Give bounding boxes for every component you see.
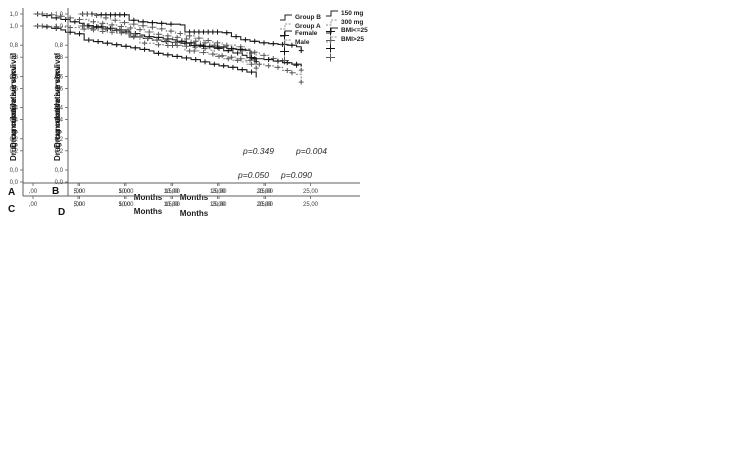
svg-text:25,00: 25,00 xyxy=(303,189,319,195)
x-axis-label: Months xyxy=(179,209,209,218)
svg-text:,00: ,00 xyxy=(74,189,83,195)
p-value-annotation: p=0.050 xyxy=(238,170,269,180)
svg-text:0,6: 0,6 xyxy=(55,86,64,92)
dashed-step-line-icon xyxy=(326,36,338,43)
svg-text:1,0: 1,0 xyxy=(55,12,64,18)
legend-label: Group A xyxy=(295,23,321,30)
x-axis-label: Months xyxy=(133,193,163,202)
svg-text:15,00: 15,00 xyxy=(210,202,226,208)
svg-text:,00: ,00 xyxy=(74,202,83,208)
svg-text:15,00: 15,00 xyxy=(165,189,181,195)
panel-letter: B xyxy=(52,186,60,197)
panel-a: ,00 5,00 10,00 15,00 20,00 25,00 0,0 0,2 0,4 0,6 0… xyxy=(0,0,368,226)
svg-text:0,0: 0,0 xyxy=(55,168,64,174)
legend-censor-entry xyxy=(326,44,368,53)
svg-text:0,6: 0,6 xyxy=(10,86,19,92)
p-value-annotation: p=0.004 xyxy=(296,146,327,156)
dashed-step-line-icon xyxy=(280,23,292,30)
solid-step-line-icon xyxy=(326,27,338,34)
svg-text:20,00: 20,00 xyxy=(256,202,272,208)
panel-d: ,00 5,00 10,00 15,00 20,00 25,00 0,0 0,2 0,4 0,6 0… xyxy=(0,0,368,226)
svg-text:20,00: 20,00 xyxy=(211,189,227,195)
svg-text:0,2: 0,2 xyxy=(10,137,19,143)
svg-text:25,00: 25,00 xyxy=(258,202,274,208)
svg-text:20,00: 20,00 xyxy=(256,189,272,195)
p-value-annotation: p=0.349 xyxy=(243,146,274,156)
svg-text:25,00: 25,00 xyxy=(303,202,319,208)
panel-letter: A xyxy=(8,187,16,198)
svg-text:0,6: 0,6 xyxy=(10,74,19,80)
solid-step-line-icon xyxy=(326,10,338,17)
legend-entry: BMI>25 xyxy=(326,35,368,44)
svg-text:0,4: 0,4 xyxy=(55,106,64,112)
panel-letter: C xyxy=(8,204,16,215)
svg-text:10,00: 10,00 xyxy=(118,202,134,208)
legend-censor-entry xyxy=(326,53,368,62)
y-axis-label: Drug cumulative survival xyxy=(53,65,62,161)
legend-label: 150 mg xyxy=(341,10,364,17)
svg-text:0,0: 0,0 xyxy=(10,168,19,174)
svg-text:0,0: 0,0 xyxy=(55,180,64,186)
legend-censor-entry xyxy=(280,47,317,56)
legend-entry: 150 mg xyxy=(326,9,363,18)
svg-text:10,00: 10,00 xyxy=(118,189,134,195)
svg-text:1,0: 1,0 xyxy=(10,12,19,18)
svg-text:0,8: 0,8 xyxy=(10,43,19,49)
svg-text:20,00: 20,00 xyxy=(211,202,227,208)
svg-text:0,4: 0,4 xyxy=(10,118,19,124)
svg-text:0,4: 0,4 xyxy=(10,106,19,112)
svg-text:5,00: 5,00 xyxy=(119,189,131,195)
legend-entry: Female xyxy=(280,29,317,38)
legend: BMI<=25 BMI>25 xyxy=(326,26,368,62)
survival-plot-d: ,00 5,00 10,00 15,00 20,00 25,000,00,20,40,60… xyxy=(55,20,360,208)
legend-label: Male xyxy=(295,39,310,46)
legend-entry: Group A xyxy=(280,22,321,31)
dashed-step-line-icon xyxy=(326,19,338,26)
censor-plus-icon xyxy=(280,47,289,56)
survival-plot-a: ,00 5,00 10,00 15,00 20,00 25,000,00,20,40,60… xyxy=(10,8,310,195)
legend-label: BMI>25 xyxy=(341,36,364,43)
svg-text:0,8: 0,8 xyxy=(55,43,64,49)
panel-letter: D xyxy=(58,207,66,218)
svg-text:15,00: 15,00 xyxy=(210,189,226,195)
x-axis-label: Months xyxy=(179,193,209,202)
legend-entry: Group B xyxy=(280,13,321,22)
legend-censor-entry xyxy=(326,36,363,45)
svg-text:25,00: 25,00 xyxy=(258,189,274,195)
svg-text:10,00: 10,00 xyxy=(163,202,179,208)
solid-step-line-icon xyxy=(280,30,292,37)
legend-label: BMI<=25 xyxy=(341,27,368,34)
svg-text:0,2: 0,2 xyxy=(55,149,64,155)
svg-text:0,8: 0,8 xyxy=(10,55,19,61)
svg-text:5,00: 5,00 xyxy=(119,202,131,208)
svg-text:10,00: 10,00 xyxy=(163,189,179,195)
svg-text:0,2: 0,2 xyxy=(10,149,19,155)
solid-step-line-icon xyxy=(280,14,292,21)
dashed-step-line-icon xyxy=(280,39,292,46)
svg-text:,00: ,00 xyxy=(29,202,38,208)
svg-text:0,2: 0,2 xyxy=(55,137,64,143)
svg-text:,00: ,00 xyxy=(29,189,38,195)
svg-text:0,0: 0,0 xyxy=(10,180,19,186)
svg-text:0,6: 0,6 xyxy=(55,74,64,80)
legend-entry: BMI<=25 xyxy=(326,26,368,35)
legend-entry: Male xyxy=(280,38,317,47)
legend-label: Group B xyxy=(295,14,321,21)
legend-label: 300 mg xyxy=(341,19,364,26)
censor-plus-icon xyxy=(326,53,335,62)
svg-text:15,00: 15,00 xyxy=(165,202,181,208)
legend-entry: 300 mg xyxy=(326,18,363,27)
legend-label: Female xyxy=(295,30,318,37)
svg-text:5,00: 5,00 xyxy=(74,202,86,208)
svg-text:0,8: 0,8 xyxy=(55,55,64,61)
svg-text:1,0: 1,0 xyxy=(10,24,19,30)
censor-plus-icon xyxy=(326,36,335,45)
svg-text:1,0: 1,0 xyxy=(55,24,64,30)
p-value-annotation: p=0.090 xyxy=(281,170,312,180)
svg-text:0,4: 0,4 xyxy=(55,118,64,124)
svg-text:5,00: 5,00 xyxy=(74,189,86,195)
x-axis-label: Months xyxy=(133,207,163,216)
censor-plus-icon xyxy=(326,44,335,53)
